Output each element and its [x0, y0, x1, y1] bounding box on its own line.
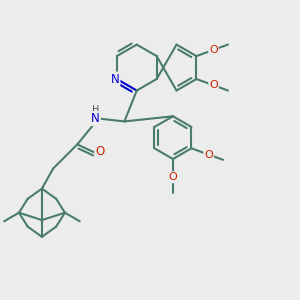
- Text: O: O: [209, 45, 218, 55]
- Text: N: N: [111, 73, 119, 85]
- Text: O: O: [95, 145, 104, 158]
- Text: H: H: [92, 105, 99, 115]
- Text: O: O: [204, 150, 213, 160]
- Text: O: O: [209, 80, 218, 90]
- Text: O: O: [169, 172, 177, 182]
- Text: N: N: [91, 112, 100, 125]
